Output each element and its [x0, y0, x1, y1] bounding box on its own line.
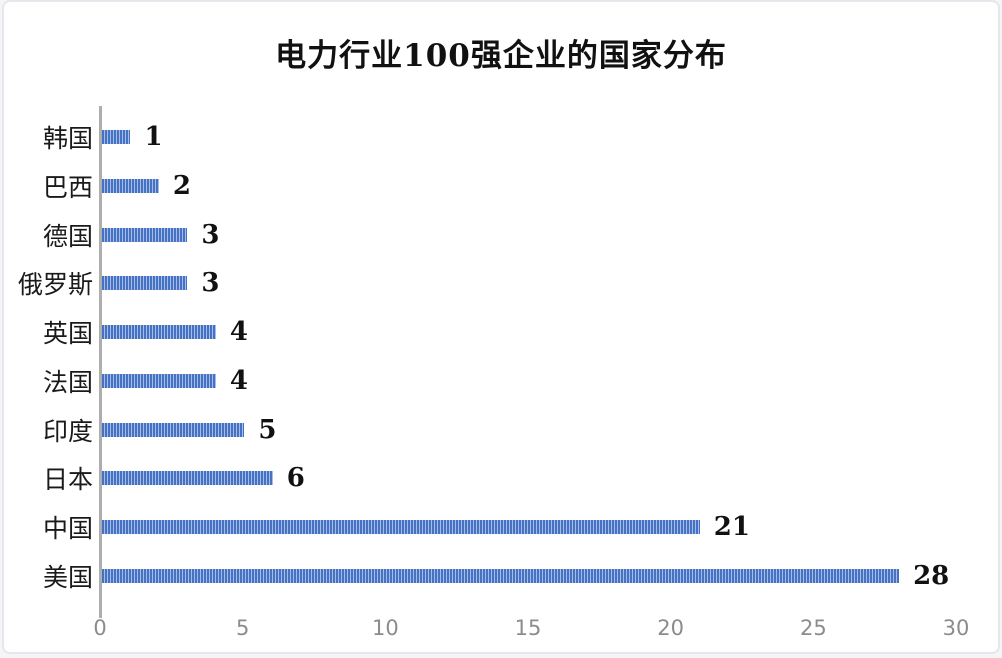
bar	[102, 519, 700, 534]
bar-row: 印度 5	[4, 405, 956, 454]
x-tick-label: 0	[93, 616, 107, 640]
bar-track: 3	[102, 210, 956, 259]
category-label: 法国	[42, 367, 93, 397]
plot-rows: 韩国 1 巴西 2 德国 3 俄罗斯 3 英国 4 法国 4 印度 5 日本 6 中国 21 美国 28	[4, 113, 956, 600]
bar-value-label: 5	[258, 414, 277, 445]
category-label: 德国	[42, 221, 93, 251]
x-tick-label: 10	[371, 616, 399, 640]
x-tick-label: 30	[942, 616, 970, 640]
x-tick-label: 20	[657, 616, 685, 640]
bar-track: 4	[102, 308, 956, 357]
bar-track: 1	[102, 113, 956, 162]
bar-value-label: 3	[201, 219, 220, 250]
chart-title: 电力行业100强企业的国家分布	[275, 38, 727, 74]
bar-value-label: 4	[229, 365, 248, 396]
bar-row: 法国 4	[4, 357, 956, 406]
x-tick-label: 5	[235, 616, 250, 640]
bar-row: 美国 28	[4, 551, 956, 600]
bar	[102, 276, 188, 291]
bar-value-label: 4	[229, 317, 248, 348]
bar-value-label: 28	[913, 560, 950, 591]
category-label: 英国	[42, 319, 93, 349]
bar-track: 3	[102, 259, 956, 308]
bar	[102, 471, 273, 486]
bar-track: 21	[102, 503, 956, 552]
bar-track: 4	[102, 357, 956, 406]
bar-value-label: 6	[286, 463, 305, 494]
bar-row: 巴西 2	[4, 162, 956, 211]
category-label: 巴西	[42, 173, 93, 203]
bar-track: 2	[102, 162, 956, 211]
bar-value-label: 3	[201, 268, 220, 299]
bar	[102, 422, 245, 437]
bar	[102, 227, 188, 242]
bar-value-label: 21	[713, 511, 750, 542]
category-label: 中国	[42, 513, 93, 543]
bar	[102, 568, 900, 583]
category-label: 美国	[42, 562, 93, 592]
bar-row: 韩国 1	[4, 113, 956, 162]
bar-value-label: 2	[172, 171, 192, 202]
bar	[102, 325, 216, 340]
bar-value-label: 1	[144, 122, 163, 153]
category-label: 日本	[42, 465, 93, 495]
bar	[102, 373, 216, 388]
bar-row: 中国 21	[4, 503, 956, 552]
y-axis-line	[99, 106, 102, 618]
bar	[102, 130, 131, 145]
bar	[102, 179, 159, 194]
bar-track: 6	[102, 454, 956, 503]
bar-row: 英国 4	[4, 308, 956, 357]
bar-row: 俄罗斯 3	[4, 259, 956, 308]
bar-track: 28	[102, 551, 956, 600]
x-tick-label: 25	[799, 616, 827, 640]
bar-track: 5	[102, 405, 956, 454]
bar-row: 日本 6	[4, 454, 956, 503]
category-label: 印度	[42, 416, 93, 446]
bar-row: 德国 3	[4, 210, 956, 259]
category-label: 韩国	[42, 124, 93, 154]
x-axis-ticks: 0 5 10 15 20 25 30	[93, 616, 969, 648]
category-label: 俄罗斯	[17, 270, 93, 300]
x-tick-label: 15	[514, 616, 542, 640]
